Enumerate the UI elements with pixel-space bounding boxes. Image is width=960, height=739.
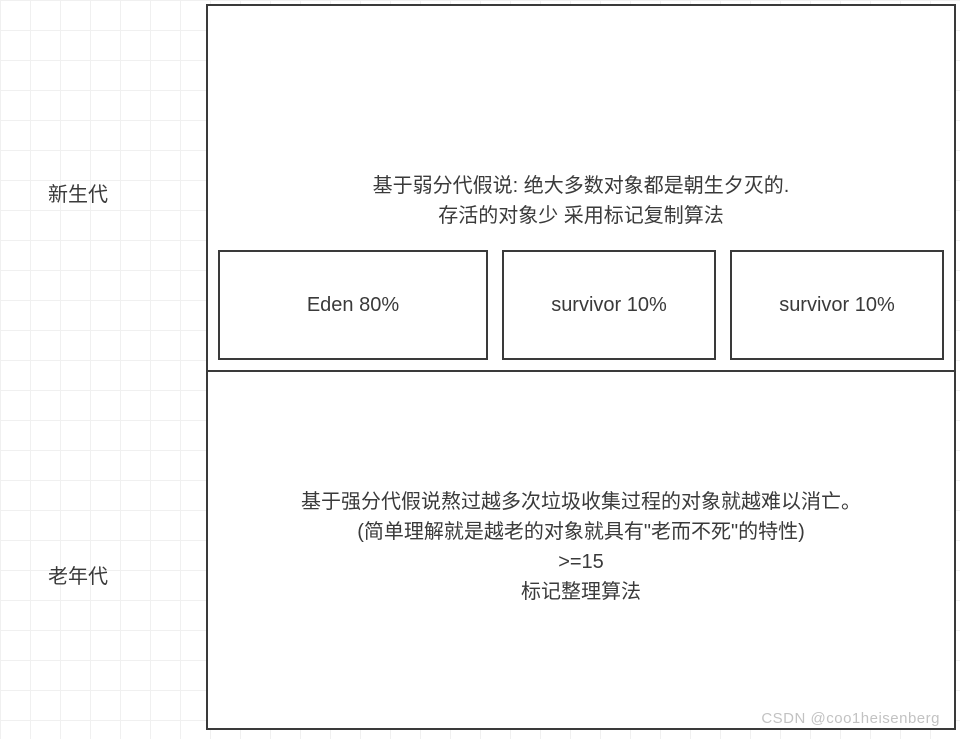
young-desc-line1: 基于弱分代假说: 绝大多数对象都是朝生夕灭的. — [208, 171, 954, 201]
old-threshold: >=15 — [208, 547, 954, 577]
eden-region: Eden 80% — [218, 250, 488, 360]
old-algorithm: 标记整理算法 — [208, 577, 954, 607]
old-gen-description: 基于强分代假说熬过越多次垃圾收集过程的对象就越难以消亡。 (简单理解就是越老的对… — [208, 487, 954, 607]
old-gen-label: 老年代 — [48, 560, 108, 589]
survivor1-region: survivor 10% — [730, 250, 944, 360]
young-gen-description: 基于弱分代假说: 绝大多数对象都是朝生夕灭的. 存活的对象少 采用标记复制算法 — [208, 171, 954, 231]
old-desc-line1: 基于强分代假说熬过越多次垃圾收集过程的对象就越难以消亡。 — [208, 487, 954, 517]
old-desc-line2: (简单理解就是越老的对象就具有"老而不死"的特性) — [208, 517, 954, 547]
old-generation-box: 基于强分代假说熬过越多次垃圾收集过程的对象就越难以消亡。 (简单理解就是越老的对… — [208, 372, 954, 728]
heap-diagram-container: 基于弱分代假说: 绝大多数对象都是朝生夕灭的. 存活的对象少 采用标记复制算法 … — [206, 4, 956, 730]
young-generation-box: 基于弱分代假说: 绝大多数对象都是朝生夕灭的. 存活的对象少 采用标记复制算法 … — [208, 6, 954, 372]
young-gen-regions: Eden 80% survivor 10% survivor 10% — [218, 250, 944, 360]
survivor0-region: survivor 10% — [502, 250, 716, 360]
watermark-text: CSDN @coo1heisenberg — [761, 710, 940, 727]
young-desc-line2: 存活的对象少 采用标记复制算法 — [208, 201, 954, 231]
young-gen-label: 新生代 — [48, 178, 108, 207]
